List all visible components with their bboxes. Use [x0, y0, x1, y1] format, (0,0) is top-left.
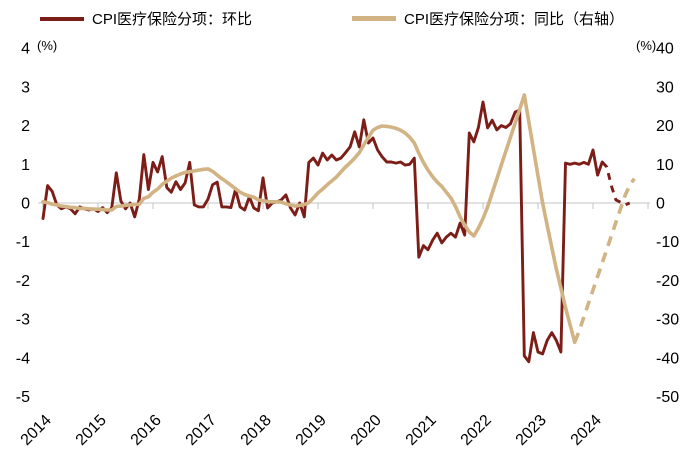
left-axis-tick-label: 2	[21, 118, 30, 135]
x-axis-year-label: 2016	[128, 412, 165, 449]
x-axis-year-label: 2014	[18, 412, 55, 449]
right-axis-unit-label: (%)	[636, 38, 657, 53]
legend-label-mom: CPI医疗保险分项：环比	[92, 11, 253, 28]
right-axis-tick-label: -10	[656, 234, 679, 251]
x-axis-year-label: 2022	[458, 412, 495, 449]
right-axis-tick-label: -20	[656, 273, 679, 290]
legend-line-swatch-yoy	[352, 16, 396, 21]
x-axis-year-label: 2019	[293, 412, 330, 449]
series-line-mom-forecast	[601, 161, 631, 207]
left-axis-tick-label: 1	[21, 157, 30, 174]
x-axis-year-label: 2021	[403, 412, 440, 449]
right-axis-tick-label: 0	[656, 196, 665, 213]
right-axis-tick-label: 40	[656, 41, 674, 58]
x-axis-year-label: 2020	[348, 412, 385, 449]
right-axis-tick-label: -30	[656, 312, 679, 329]
right-axis-tick-label: 20	[656, 118, 674, 135]
legend-item-mom: CPI医疗保险分项：环比	[40, 8, 252, 29]
left-axis-tick-label: 4	[21, 41, 30, 58]
right-axis-tick-label: -50	[656, 389, 679, 406]
x-axis-year-label: 2015	[73, 412, 110, 449]
left-axis-tick-label: 0	[21, 196, 30, 213]
x-axis-year-label: 2017	[183, 412, 220, 449]
left-axis-tick-label: -4	[16, 350, 30, 367]
left-axis-tick-label: 3	[21, 79, 30, 96]
right-axis-tick-label: 30	[656, 79, 674, 96]
left-axis-unit-label: (%)	[37, 38, 58, 53]
series-line-yoy-forecast	[573, 177, 636, 343]
right-axis-tick-label: -40	[656, 350, 679, 367]
left-axis-tick-label: -2	[16, 273, 30, 290]
legend-line-swatch-mom	[40, 16, 84, 21]
series-line-mom	[41, 100, 604, 364]
left-axis-tick-label: -5	[16, 389, 30, 406]
right-axis-tick-label: 10	[656, 157, 674, 174]
chart-legend: CPI医疗保险分项：环比 CPI医疗保险分项：同比（右轴）	[0, 8, 700, 32]
x-axis-year-label: 2018	[238, 412, 275, 449]
left-axis-tick-label: -1	[16, 234, 30, 251]
x-axis-year-label: 2024	[568, 412, 605, 449]
legend-item-yoy: CPI医疗保险分项：同比（右轴）	[352, 8, 624, 29]
legend-label-yoy: CPI医疗保险分项：同比（右轴）	[404, 11, 625, 28]
series-line-yoy	[41, 93, 577, 345]
x-axis-year-label: 2023	[513, 412, 550, 449]
left-axis-tick-label: -3	[16, 312, 30, 329]
